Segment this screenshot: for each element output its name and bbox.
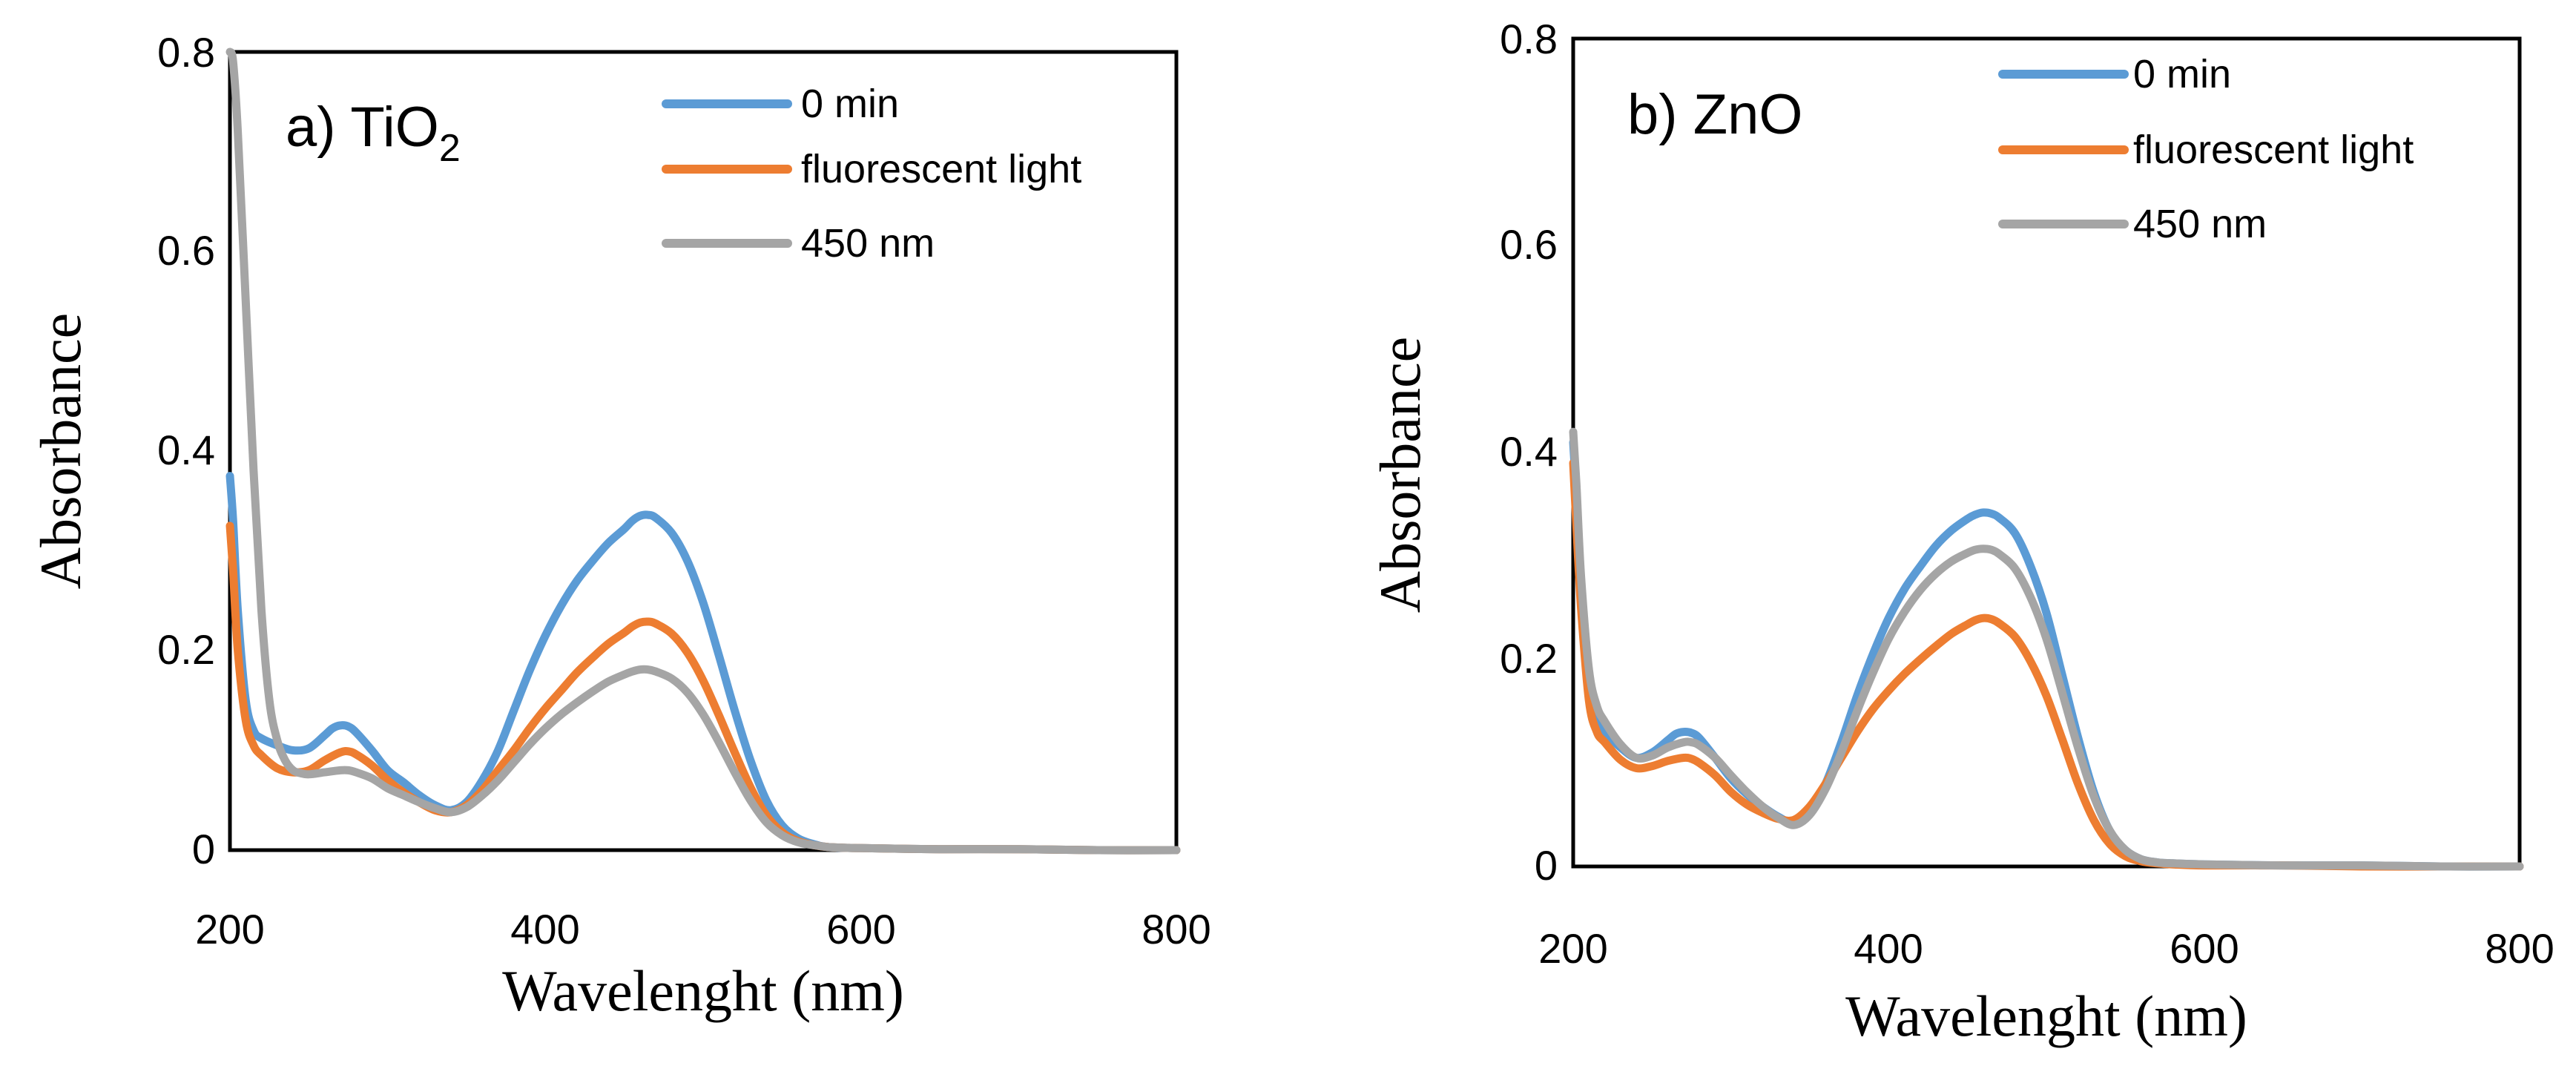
panel-a-legend-label-450nm: 450 nm	[801, 221, 935, 266]
panel-b-series-group	[1569, 427, 2524, 871]
panel-b-y-axis-title: Absorbance	[1368, 337, 1432, 613]
panel-b-xtick-label: 600	[2170, 925, 2239, 972]
panel-b-legend-label-450nm: 450 nm	[2133, 202, 2267, 246]
panel-b-x-axis-title: Wavelenght (nm)	[1845, 984, 2247, 1048]
panel-a-xtick-label: 600	[826, 906, 895, 953]
panel-a-y-axis-title: Absorbance	[28, 313, 93, 590]
panel-b-series-line-450-nm	[1569, 427, 2524, 871]
panel-a-ytick-label: 0	[192, 826, 215, 872]
panel-a-ytick-label: 0.8	[157, 29, 215, 76]
panel-b-series-line-0-min	[1569, 438, 2524, 871]
panel-a-series-line-450-nm	[225, 47, 1181, 855]
panel-b-series-line-fluorescent-light	[1569, 458, 2524, 871]
panel-b-ytick-label: 0	[1535, 842, 1558, 889]
panel-b-legend-label-0-min: 0 min	[2133, 52, 2231, 96]
panel-b-title: b) ZnO	[1627, 83, 1803, 146]
panel-a-ytick-label: 0.6	[157, 227, 215, 274]
panel-a-ytick-label: 0.4	[157, 427, 215, 473]
panel-a-title: a) TiO2	[286, 96, 461, 170]
panel-b-legend-label-fluorescent: fluorescent light	[2133, 128, 2414, 172]
panel-a-x-axis-title: Wavelenght (nm)	[502, 958, 904, 1023]
panel-b-xtick-label: 800	[2485, 925, 2554, 972]
panel-a-xtick-label: 800	[1142, 906, 1210, 953]
panel-a-title-subscript: 2	[439, 127, 461, 170]
panel-a-series-group	[225, 47, 1181, 855]
panel-a-xtick-label: 200	[195, 906, 264, 953]
panel-b-ytick-label: 0.2	[1500, 635, 1558, 682]
panel-b-zno: 0 0.2 0.4 0.6 0.8 200 400 600 800 Wavele…	[1368, 16, 2554, 1048]
panel-a-legend-label-fluorescent: fluorescent light	[801, 147, 1081, 191]
panel-a-legend-label-0-min: 0 min	[801, 82, 899, 126]
panel-b-xtick-label: 200	[1538, 925, 1607, 972]
panel-a-tio2: 0 0.2 0.4 0.6 0.8 200 400 600 800 Wavele…	[28, 29, 1211, 1023]
panel-b-ytick-label: 0.6	[1500, 221, 1558, 268]
panel-b-ytick-label: 0.8	[1500, 16, 1558, 62]
panel-a-ytick-label: 0.2	[157, 626, 215, 673]
panel-b-legend: 0 min fluorescent light 450 nm	[1998, 52, 2414, 246]
panel-a-title-main: a) TiO	[286, 96, 439, 159]
panel-b-ytick-label: 0.4	[1500, 428, 1558, 475]
panel-a-legend: 0 min fluorescent light 450 nm	[662, 82, 1081, 266]
panel-a-xtick-label: 400	[510, 906, 579, 953]
panel-a-plot-frame	[228, 50, 1179, 852]
panel-b-xtick-label: 400	[1854, 925, 1923, 972]
panel-a-series-line-0-min	[225, 472, 1181, 855]
panel-a-series-line-fluorescent-light	[225, 522, 1181, 855]
